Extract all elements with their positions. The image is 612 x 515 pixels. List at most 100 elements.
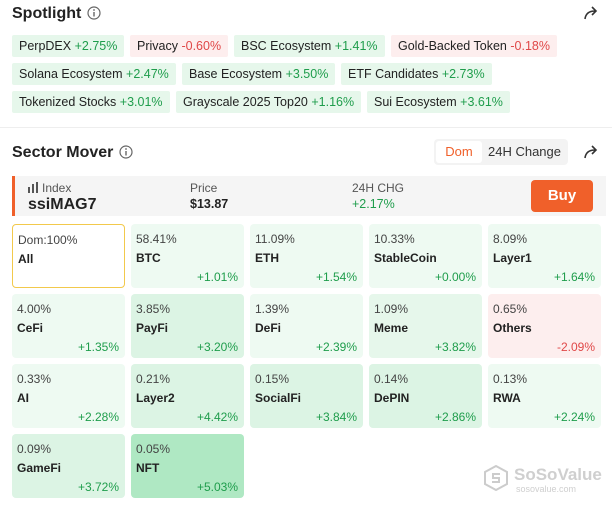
tile-change: +4.42% — [196, 410, 238, 424]
accent — [12, 176, 15, 216]
tag[interactable]: Tokenized Stocks +3.01% — [12, 91, 170, 113]
tile-dom: 0.14% — [374, 372, 409, 386]
tile-change: +1.64% — [553, 270, 595, 284]
chg: +2.17% — [352, 197, 395, 211]
tag-name: Grayscale 2025 Top20 — [183, 95, 308, 109]
tag-change: +3.01% — [119, 95, 163, 109]
spotlight-title: Spotlight — [12, 5, 82, 22]
tile-change: +1.35% — [77, 340, 119, 354]
tile-dom: 0.65% — [493, 302, 528, 316]
sector-tile[interactable]: 10.33% StableCoin +0.00% — [369, 224, 482, 288]
tile-dom: 58.41% — [136, 232, 177, 246]
tile-name: All — [18, 252, 34, 266]
tile-name: SocialFi — [255, 391, 302, 405]
tag-name: PerpDEX — [19, 39, 72, 53]
tag[interactable]: Grayscale 2025 Top20 +1.16% — [176, 91, 362, 113]
sector-tile[interactable]: 0.33% AI +2.28% — [12, 364, 125, 428]
tag-change: -0.18% — [510, 39, 550, 53]
tile-dom: 4.00% — [17, 302, 52, 316]
tile-name: PayFi — [136, 321, 169, 335]
tag[interactable]: Privacy -0.60% — [130, 35, 229, 57]
tag-name: Gold-Backed Token — [398, 39, 507, 53]
tile-change: +3.20% — [196, 340, 238, 354]
share-icon[interactable] — [582, 143, 600, 161]
tag-change: +1.16% — [311, 95, 355, 109]
sector-tile[interactable]: 4.00% CeFi +1.35% — [12, 294, 125, 358]
tag-name: BSC Ecosystem — [241, 39, 332, 53]
tile-change: +3.82% — [434, 340, 476, 354]
tile-change: +2.28% — [77, 410, 119, 424]
tile-change: +0.00% — [434, 270, 476, 284]
logo — [484, 465, 508, 491]
tag[interactable]: PerpDEX +2.75% — [12, 35, 125, 57]
tag[interactable]: Gold-Backed Token -0.18% — [391, 35, 557, 57]
tile-name: Others — [493, 321, 532, 335]
tile-name: Layer2 — [136, 391, 175, 405]
tile-dom: 0.05% — [136, 442, 171, 456]
tag-name: Privacy — [137, 39, 178, 53]
tag[interactable]: Base Ecosystem +3.50% — [182, 63, 336, 85]
sector-tile[interactable]: 58.41% BTC +1.01% — [131, 224, 244, 288]
buy-button[interactable]: Buy — [531, 180, 593, 212]
tab-dom[interactable]: Dom — [436, 141, 482, 163]
sector-tile[interactable]: 0.21% Layer2 +4.42% — [131, 364, 244, 428]
tile-change: +2.86% — [434, 410, 476, 424]
sector-tile[interactable]: 0.09% GameFi +3.72% — [12, 434, 125, 498]
tile-dom: 1.39% — [255, 302, 290, 316]
tag[interactable]: BSC Ecosystem +1.41% — [234, 35, 385, 57]
tab-change[interactable]: 24H Change — [488, 144, 561, 159]
watermark-url: sosovalue.com — [516, 484, 577, 494]
tile-dom: Dom:100% — [18, 233, 78, 247]
sector-tile[interactable]: 11.09% ETH +1.54% — [250, 224, 363, 288]
tile-name: NFT — [136, 461, 160, 475]
tile-change: +3.84% — [315, 410, 357, 424]
index-name: ssiMAG7 — [28, 196, 97, 213]
index-bar: Index ssiMAG7 Price $13.87 24H CHG +2.17… — [12, 176, 606, 216]
sector-tile[interactable]: Dom:100% All — [12, 224, 125, 288]
tile-name: DeFi — [255, 321, 282, 335]
tag-name: Tokenized Stocks — [19, 95, 117, 109]
tag[interactable]: Sui Ecosystem +3.61% — [367, 91, 510, 113]
index-label: Index — [42, 181, 72, 195]
tag-change: -0.60% — [181, 39, 222, 53]
tile-change: +2.24% — [553, 410, 595, 424]
sector-title: Sector Mover — [12, 144, 114, 161]
watermark: SoSoValue — [514, 465, 602, 484]
tile-change: +1.01% — [196, 270, 238, 284]
sector-tile[interactable]: 0.65% Others -2.09% — [488, 294, 601, 358]
price: $13.87 — [190, 197, 229, 211]
index-icon — [28, 182, 38, 193]
sector-tile[interactable]: 3.85% PayFi +3.20% — [131, 294, 244, 358]
tag-change: +3.50% — [285, 67, 329, 81]
info-icon[interactable] — [87, 6, 101, 20]
tag[interactable]: Solana Ecosystem +2.47% — [12, 63, 176, 85]
sector-tile[interactable]: 0.13% RWA +2.24% — [488, 364, 601, 428]
sector-tile[interactable]: 0.05% NFT +5.03% — [131, 434, 244, 498]
tile-name: Layer1 — [493, 251, 532, 265]
sector-tile[interactable]: 1.39% DeFi +2.39% — [250, 294, 363, 358]
tile-name: StableCoin — [374, 251, 437, 265]
tile-name: CeFi — [17, 321, 44, 335]
info-icon[interactable] — [119, 145, 133, 159]
tile-name: DePIN — [374, 391, 410, 405]
tile-name: ETH — [255, 251, 279, 265]
tile-dom: 10.33% — [374, 232, 415, 246]
tag-name: ETF Candidates — [348, 67, 439, 81]
tag[interactable]: ETF Candidates +2.73% — [341, 63, 492, 85]
sector-tile[interactable]: 1.09% Meme +3.82% — [369, 294, 482, 358]
share-icon[interactable] — [582, 4, 600, 22]
tile-change: +2.39% — [315, 340, 357, 354]
tile-name: Meme — [374, 321, 409, 335]
tile-dom: 0.13% — [493, 372, 528, 386]
tile-change: +1.54% — [315, 270, 357, 284]
sector-tile[interactable]: 8.09% Layer1 +1.64% — [488, 224, 601, 288]
tile-name: RWA — [493, 391, 521, 405]
tile-dom: 11.09% — [255, 232, 295, 246]
tag-change: +3.61% — [460, 95, 503, 109]
tile-change: -2.09% — [556, 340, 595, 354]
tile-dom: 0.33% — [17, 372, 52, 386]
tag-name: Sui Ecosystem — [374, 95, 457, 109]
sector-tile[interactable]: 0.15% SocialFi +3.84% — [250, 364, 363, 428]
sector-tile[interactable]: 0.14% DePIN +2.86% — [369, 364, 482, 428]
